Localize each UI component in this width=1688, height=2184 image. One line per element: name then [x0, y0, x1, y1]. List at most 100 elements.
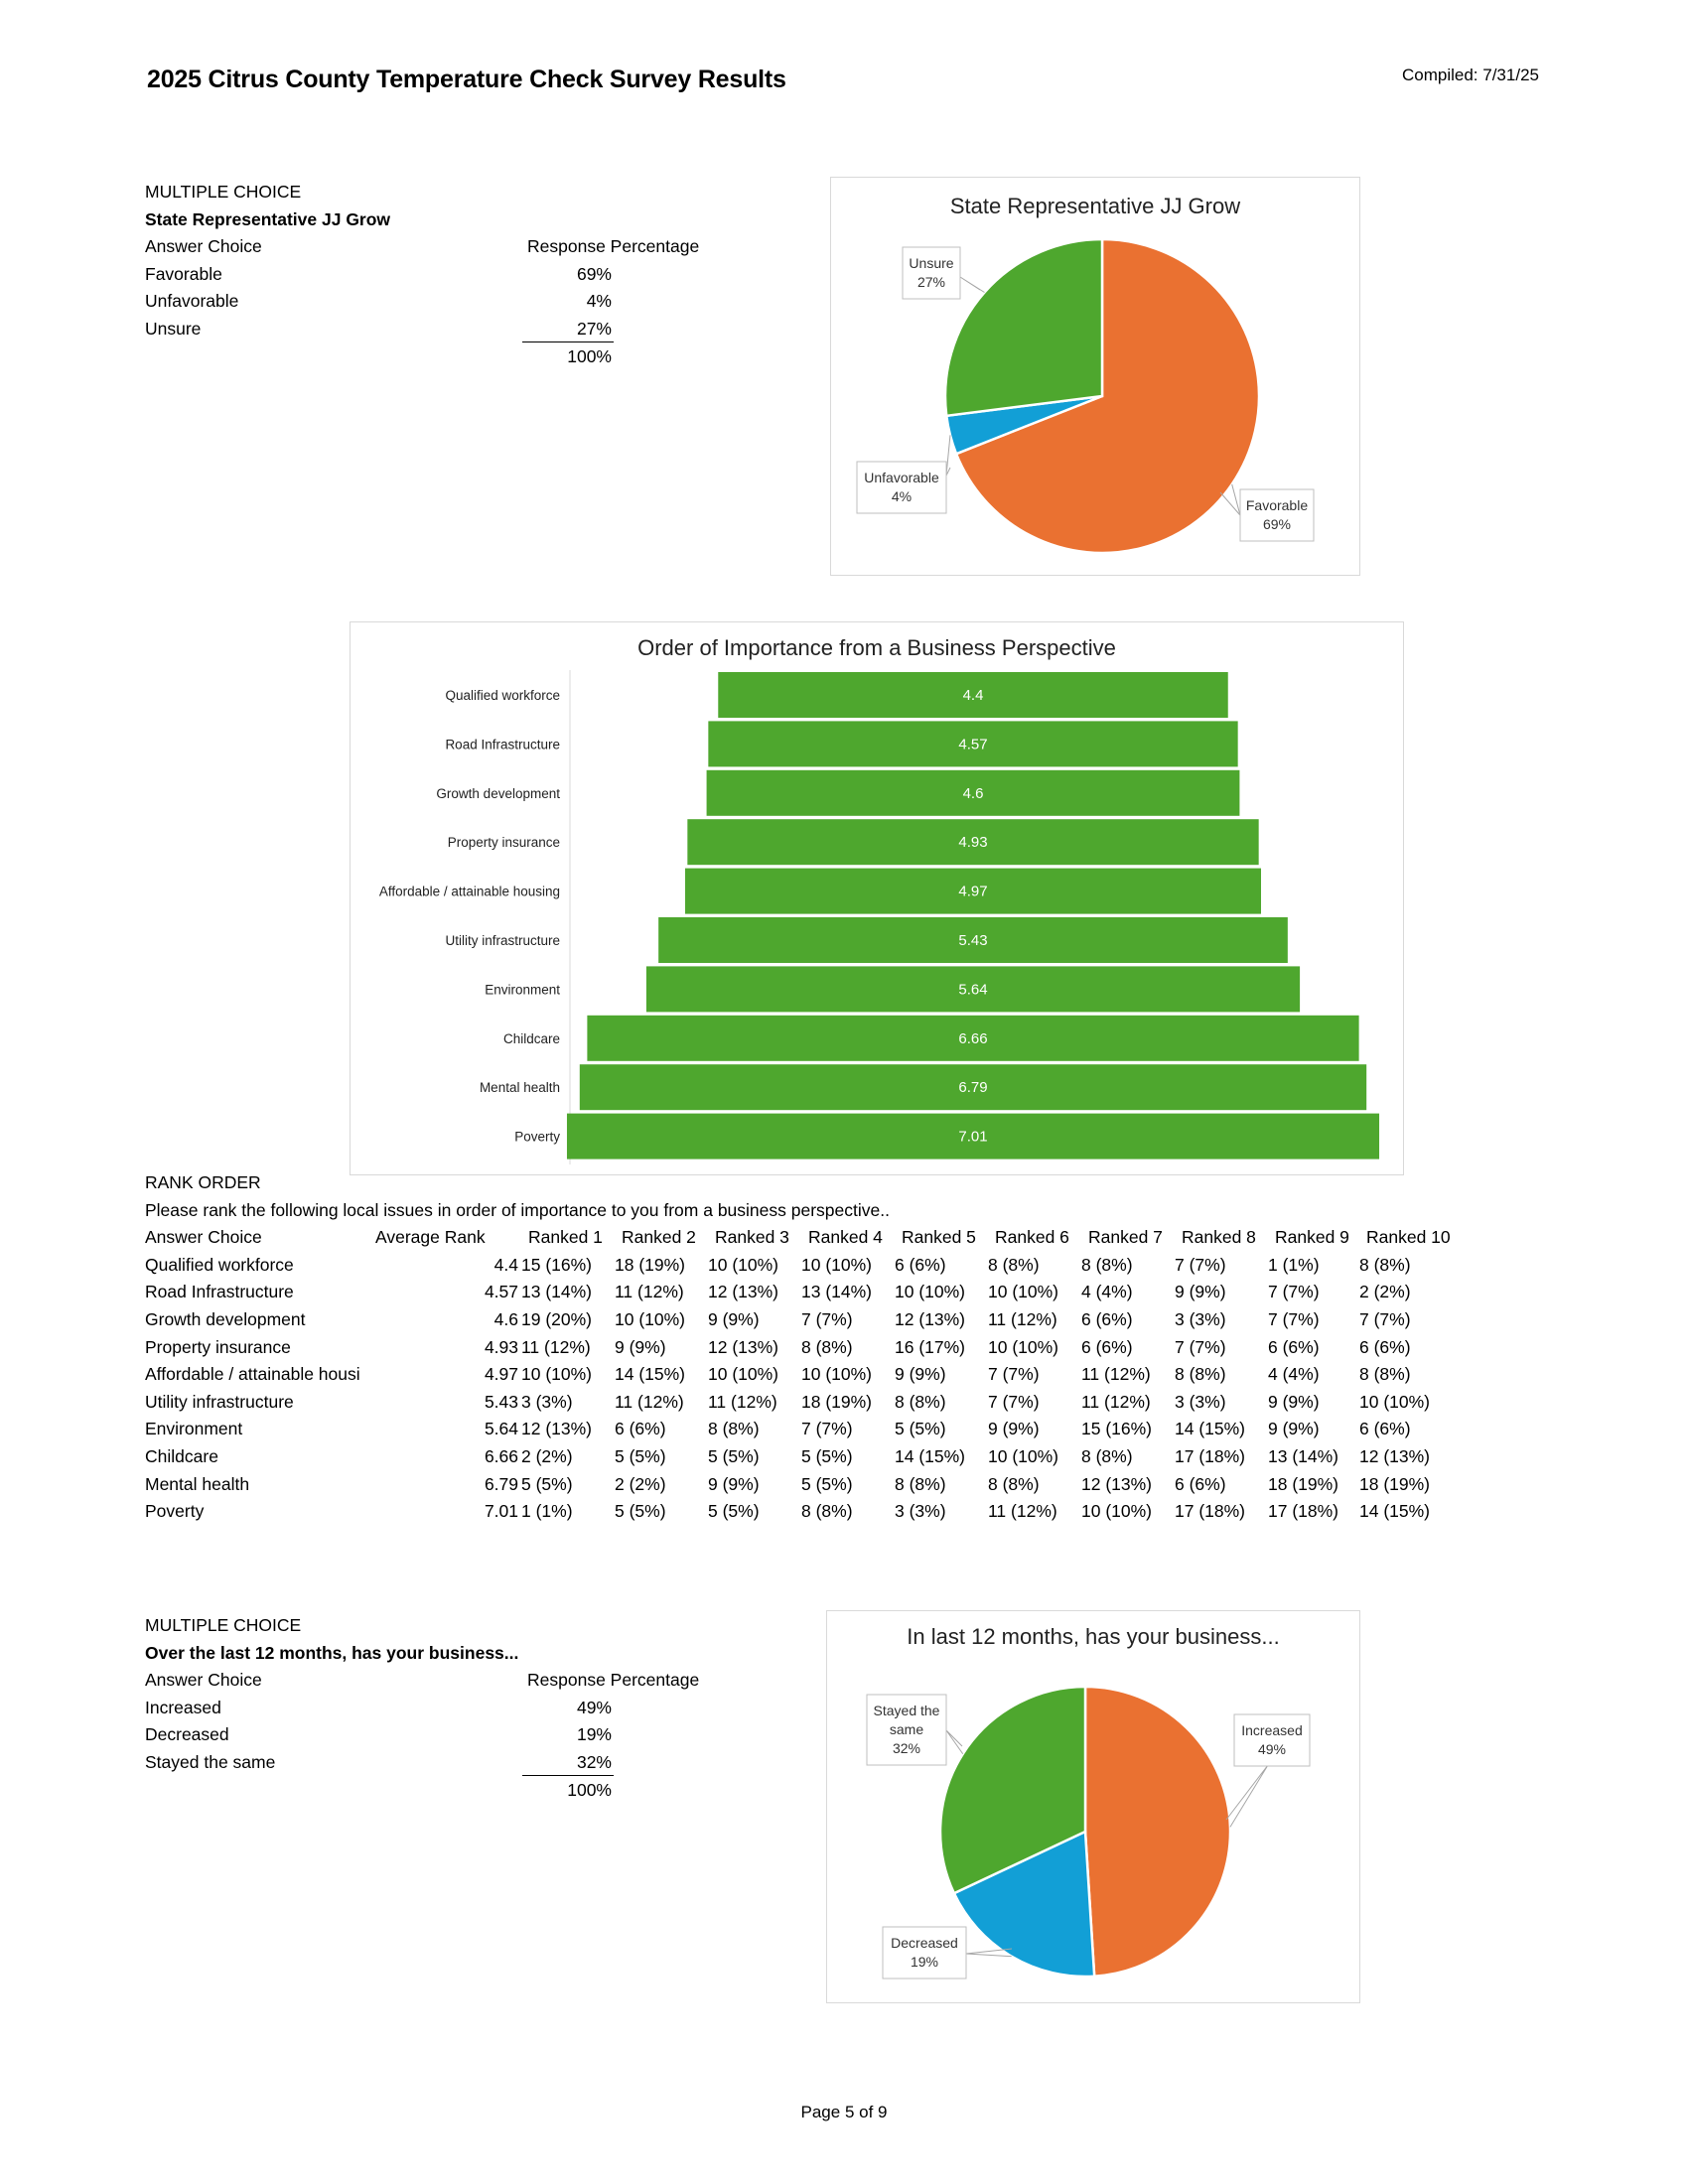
- average-rank-value: 4.57: [484, 1282, 518, 1302]
- label-leader-line: [959, 276, 985, 293]
- rank-cell: 5 (5%): [801, 1473, 853, 1494]
- bar-utility-infrastructure: [658, 917, 1288, 963]
- data-label-category: Unsure: [909, 255, 953, 271]
- category-tick-label: Utility infrastructure: [445, 933, 560, 948]
- table-row: Mental health 6.79 5 (5%) 2 (2%) 9 (9%) 5 (5%…: [145, 1471, 1430, 1499]
- data-label-value: 19%: [911, 1954, 938, 1970]
- rank-cell: 12 (13%): [708, 1336, 779, 1357]
- answer-percentage: 49%: [576, 1697, 612, 1717]
- funnel-chart-importance: Order of Importance from a Business Pers…: [350, 621, 1404, 1175]
- rank-cell: 11 (12%): [988, 1308, 1057, 1329]
- total-row: 100%: [145, 1777, 701, 1805]
- rank-cell: 6 (6%): [1081, 1336, 1133, 1357]
- rank-cell: 5 (5%): [521, 1473, 573, 1494]
- table-row: Increased 49%: [145, 1695, 701, 1722]
- rank-cell: 6 (6%): [1081, 1308, 1133, 1329]
- rank-cell: 10 (10%): [988, 1336, 1059, 1357]
- rank-cell: 12 (13%): [1359, 1445, 1431, 1466]
- mc-table-business: MULTIPLE CHOICE Over the last 12 months,…: [145, 1612, 701, 1804]
- rank-cell: 12 (13%): [1081, 1473, 1153, 1494]
- answer-label: Qualified workforce: [145, 1254, 294, 1275]
- rank-cell: 8 (8%): [988, 1254, 1040, 1275]
- rank-cell: 4 (4%): [1268, 1364, 1320, 1385]
- rank-cell: 6 (6%): [1359, 1419, 1411, 1439]
- pie-chart-representative: State Representative JJ Grow Favorable 69…: [830, 177, 1360, 576]
- average-rank-value: 5.64: [484, 1419, 518, 1439]
- data-label-box: [866, 1694, 947, 1766]
- rank-cell: 14 (15%): [1175, 1419, 1246, 1439]
- rank-cell: 3 (3%): [1175, 1308, 1226, 1329]
- rank-cell: 10 (10%): [1081, 1501, 1153, 1522]
- rank-cell: 15 (16%): [1081, 1419, 1153, 1439]
- table-row: Stayed the same 32%: [145, 1749, 701, 1777]
- rank-cell: 7 (7%): [988, 1391, 1040, 1412]
- answer-label: Stayed the same: [145, 1751, 276, 1772]
- total-percentage: 100%: [567, 345, 612, 366]
- question-type-label: RANK ORDER: [145, 1172, 261, 1192]
- data-label-value: 49%: [1258, 1741, 1286, 1757]
- rank-cell: 12 (13%): [521, 1419, 593, 1439]
- answer-label: Affordable / attainable housi: [145, 1364, 360, 1385]
- col-ranked-5: Ranked 5: [902, 1227, 976, 1248]
- rank-cell: 3 (3%): [895, 1501, 946, 1522]
- pie-chart-svg: Favorable 69% Unfavorable 4% Unsure 27%: [856, 237, 1315, 555]
- data-label-category: Unfavorable: [864, 470, 939, 485]
- page-title: 2025 Citrus County Temperature Check Sur…: [147, 66, 786, 93]
- rank-cell: 8 (8%): [895, 1391, 946, 1412]
- bar-environment: [645, 966, 1301, 1013]
- pie-slice-unsure: [943, 237, 1104, 418]
- col-ranked-3: Ranked 3: [715, 1227, 789, 1248]
- table-row: Poverty 7.01 1 (1%) 5 (5%) 5 (5%) 8 (8%) 3 (3%…: [145, 1498, 1430, 1526]
- data-label-value: 69%: [1263, 516, 1291, 532]
- rank-cell: 13 (14%): [801, 1282, 873, 1302]
- answer-label: Utility infrastructure: [145, 1391, 294, 1412]
- bar-property-insurance: [687, 819, 1259, 866]
- table-row: Unfavorable 4%: [145, 288, 701, 316]
- pie-slice-favorable: [954, 237, 1261, 555]
- average-rank-value: 6.79: [484, 1473, 518, 1494]
- answer-label: Mental health: [145, 1473, 250, 1494]
- chart-title: In last 12 months, has your business...: [907, 1624, 1280, 1649]
- table-row: Affordable / attainable housi 4.97 10 (10%…: [145, 1361, 1411, 1389]
- rank-cell: 17 (18%): [1175, 1501, 1246, 1522]
- rank-cell: 5 (5%): [615, 1501, 666, 1522]
- rank-cell: 2 (2%): [521, 1445, 573, 1466]
- rank-cell: 10 (10%): [708, 1254, 779, 1275]
- col-response-percentage: Response Percentage: [527, 1670, 700, 1691]
- data-label-box: [856, 461, 947, 514]
- rank-cell: 9 (9%): [1268, 1419, 1320, 1439]
- col-ranked-10: Ranked 10: [1366, 1227, 1451, 1248]
- bar-growth-development: [706, 769, 1240, 816]
- col-ranked-4: Ranked 4: [808, 1227, 883, 1248]
- funnel-chart-svg: 4.4 Qualified workforce 4.57 Road Infrastru…: [379, 670, 1380, 1164]
- answer-label: Decreased: [145, 1724, 229, 1745]
- answer-percentage: 27%: [576, 318, 612, 339]
- rank-cell: 9 (9%): [895, 1364, 946, 1385]
- rank-cell: 14 (15%): [1359, 1501, 1431, 1522]
- question-text: Over the last 12 months, has your busine…: [145, 1642, 519, 1663]
- col-answer-choice: Answer Choice: [145, 1670, 262, 1691]
- rank-cell: 4 (4%): [1081, 1282, 1133, 1302]
- rank-cell: 19 (20%): [521, 1308, 593, 1329]
- chart-title: Order of Importance from a Business Pers…: [637, 635, 1116, 660]
- table-header-row: Answer Choice Average Rank Ranked 1 Ranke…: [145, 1224, 1451, 1252]
- page-number: Page 5 of 9: [800, 2103, 888, 2121]
- data-label-category: Increased: [1241, 1722, 1302, 1738]
- bar-road-infrastructure: [708, 721, 1238, 767]
- bar-qualified-workforce: [718, 672, 1228, 718]
- rank-cell: 14 (15%): [895, 1445, 966, 1466]
- rank-cell: 18 (19%): [801, 1391, 873, 1412]
- category-tick-label: Property insurance: [448, 835, 560, 850]
- rank-cell: 10 (10%): [895, 1282, 966, 1302]
- rank-cell: 1 (1%): [1268, 1254, 1320, 1275]
- table-row: Decreased 19%: [145, 1721, 701, 1749]
- average-rank-value: 4.93: [484, 1336, 518, 1357]
- col-response-percentage: Response Percentage: [527, 236, 700, 257]
- bar-value-label: 4.4: [963, 687, 984, 704]
- col-ranked-6: Ranked 6: [995, 1227, 1069, 1248]
- answer-percentage: 4%: [586, 291, 612, 312]
- average-rank-value: 4.6: [493, 1308, 518, 1329]
- data-label-category: same: [890, 1721, 923, 1737]
- rank-cell: 7 (7%): [1268, 1282, 1320, 1302]
- rank-cell: 10 (10%): [801, 1254, 873, 1275]
